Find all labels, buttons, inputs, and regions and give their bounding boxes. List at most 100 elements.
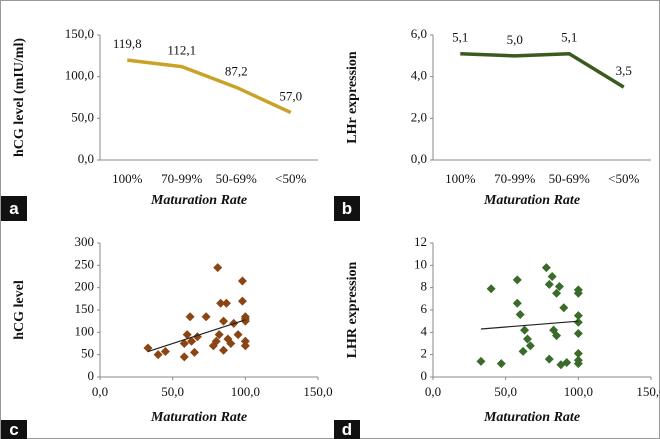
trendline — [480, 320, 579, 330]
value-label: 87,2 — [225, 63, 248, 78]
x-tick-label: 50-69% — [549, 171, 590, 186]
point — [562, 357, 572, 367]
y-tick-label: 150 — [75, 301, 95, 316]
x-tick-label: 100% — [445, 171, 476, 186]
point — [179, 352, 189, 362]
value-label: 112,1 — [167, 43, 196, 58]
x-axis-label: Maturation Rate — [483, 410, 580, 425]
point — [544, 354, 554, 364]
point — [237, 276, 247, 286]
line — [127, 58, 292, 115]
point — [221, 298, 231, 308]
y-tick-label: 100 — [75, 323, 95, 338]
y-tick-label: 6 — [421, 301, 428, 316]
x-tick-label: 50,0 — [161, 384, 184, 399]
y-axis-label: LHR expression — [345, 261, 360, 358]
point — [219, 345, 229, 355]
value-label: 3,5 — [616, 63, 632, 78]
point — [187, 336, 197, 346]
y-tick-label: 150,0 — [65, 26, 94, 41]
x-tick-label: 70-99% — [494, 171, 535, 186]
y-tick-label: 6,0 — [411, 26, 427, 41]
y-tick-label: 0 — [88, 368, 95, 383]
point — [216, 298, 226, 308]
x-tick-label: 100,0 — [564, 384, 593, 399]
point — [160, 347, 170, 357]
point — [515, 309, 525, 319]
y-tick-label: 200 — [75, 279, 95, 294]
panel-label-box — [334, 420, 360, 439]
x-tick-label: 150,0 — [303, 384, 332, 399]
value-label: 5,1 — [561, 30, 577, 45]
point — [541, 263, 551, 273]
point — [153, 350, 163, 360]
x-tick-label: <50% — [608, 171, 639, 186]
point — [573, 288, 583, 298]
point — [544, 279, 554, 289]
trendline — [147, 319, 246, 353]
point — [512, 275, 522, 285]
point — [573, 328, 583, 338]
point — [201, 312, 211, 322]
point — [214, 330, 224, 340]
point — [233, 330, 243, 340]
point — [512, 298, 522, 308]
point — [547, 272, 557, 281]
y-tick-label: 0,0 — [411, 151, 427, 166]
point — [496, 359, 506, 369]
point — [520, 325, 530, 335]
y-tick-label: 4 — [421, 323, 428, 338]
y-tick-label: 0,0 — [78, 151, 94, 166]
x-tick-label: 0,0 — [92, 384, 108, 399]
x-tick-label: 50,0 — [494, 384, 517, 399]
y-tick-label: 100,0 — [65, 68, 94, 83]
y-tick-label: 250 — [75, 256, 95, 271]
panel-label-box — [334, 196, 360, 221]
y-tick-label: 8 — [421, 279, 428, 294]
x-axis-label: Maturation Rate — [150, 410, 247, 425]
point — [552, 331, 562, 341]
point — [573, 311, 583, 321]
x-tick-label: 100% — [112, 171, 143, 186]
point — [185, 312, 195, 322]
point — [522, 334, 532, 344]
point — [525, 341, 535, 351]
x-axis-label: Maturation Rate — [483, 193, 580, 208]
x-tick-label: 150,0 — [636, 384, 660, 399]
panel-label: b — [342, 199, 352, 218]
x-tick-label: 70-99% — [161, 171, 202, 186]
point — [213, 263, 223, 273]
x-axis-label: Maturation Rate — [150, 193, 247, 208]
panel-label: a — [9, 199, 19, 218]
y-tick-label: 50,0 — [71, 109, 94, 124]
panel-label-box — [1, 420, 27, 439]
panel-label-box — [1, 196, 27, 221]
x-tick-label: <50% — [275, 171, 306, 186]
point — [486, 284, 496, 294]
point — [559, 303, 569, 313]
y-axis-label: hCG level (mIU/ml) — [12, 38, 27, 157]
point — [240, 341, 250, 351]
point — [211, 336, 221, 346]
point — [226, 339, 236, 348]
panel-label: c — [9, 420, 18, 439]
point — [518, 346, 528, 356]
y-tick-label: 0 — [421, 368, 428, 383]
value-label: 5,0 — [507, 32, 523, 47]
y-tick-label: 10 — [414, 256, 427, 271]
y-tick-label: 12 — [414, 234, 427, 249]
x-tick-label: 50-69% — [216, 171, 257, 186]
point — [552, 288, 562, 298]
y-tick-label: 2,0 — [411, 109, 427, 124]
point — [476, 356, 486, 366]
value-label: 119,8 — [113, 36, 142, 51]
point — [179, 339, 189, 348]
panel-label: d — [342, 420, 352, 439]
y-tick-label: 4,0 — [411, 68, 427, 83]
x-tick-label: 100,0 — [231, 384, 260, 399]
point — [237, 296, 247, 306]
point — [182, 330, 192, 340]
